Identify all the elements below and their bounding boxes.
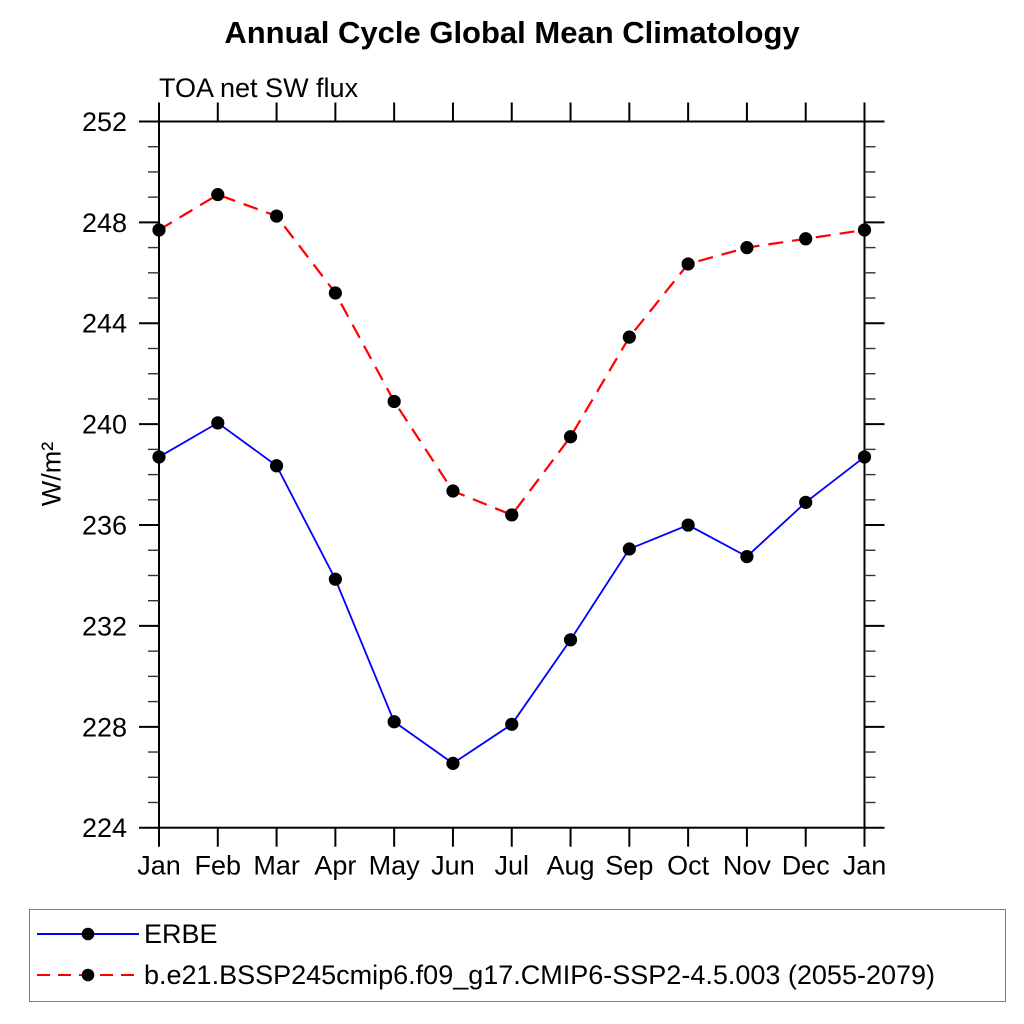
legend-label-model: b.e21.BSSP245cmip6.f09_g17.CMIP6-SSP2-4.…	[144, 959, 936, 990]
y-tick-label: 236	[82, 510, 127, 540]
series-line-0	[158, 421, 866, 765]
data-point-marker	[681, 518, 695, 532]
x-tick-label: Mar	[253, 851, 300, 881]
data-point-marker	[681, 257, 695, 271]
data-point-marker	[152, 450, 166, 464]
legend-sample-marker	[81, 968, 95, 982]
x-tick-label: Aug	[547, 851, 595, 881]
data-point-marker	[740, 549, 754, 564]
data-point-marker	[622, 330, 636, 344]
x-tick-label: Sep	[605, 851, 653, 881]
x-tick-label: Jul	[494, 851, 529, 881]
y-tick-label: 240	[82, 410, 127, 440]
data-point-marker	[211, 188, 225, 202]
data-point-marker	[328, 572, 342, 586]
y-tick-label: 248	[82, 208, 127, 238]
x-tick-label: Dec	[782, 851, 830, 881]
x-tick-label: Jan	[137, 851, 181, 881]
x-tick-label: Jan	[843, 851, 887, 881]
x-tick-label: Jun	[431, 851, 475, 881]
data-point-marker	[563, 430, 578, 444]
x-tick-label: May	[369, 851, 421, 881]
data-point-marker	[387, 715, 401, 729]
data-point-marker	[152, 223, 166, 237]
x-tick-label: Oct	[667, 851, 710, 881]
series-line-1	[158, 193, 865, 517]
data-point-marker	[328, 286, 342, 300]
legend-entry-model: b.e21.BSSP245cmip6.f09_g17.CMIP6-SSP2-4.…	[36, 957, 935, 993]
data-point-marker	[740, 241, 754, 255]
data-point-marker	[446, 756, 460, 770]
data-point-marker	[269, 209, 284, 223]
data-point-marker	[505, 717, 519, 731]
x-tick-label: Nov	[723, 851, 772, 881]
data-point-marker	[563, 633, 578, 647]
x-tick-label: Feb	[195, 851, 242, 881]
y-tick-label: 244	[82, 309, 127, 339]
x-tick-label: Apr	[314, 851, 356, 881]
y-tick-label: 228	[82, 712, 127, 742]
data-point-marker	[446, 484, 460, 498]
legend-entry-erbe: ERBE	[36, 916, 218, 952]
data-point-marker	[622, 542, 636, 556]
legend-line-sample-model	[37, 968, 139, 982]
data-point-marker	[857, 450, 872, 464]
chart-title: Annual Cycle Global Mean Climatology	[224, 15, 800, 50]
data-point-marker	[269, 459, 284, 473]
data-point-marker	[799, 495, 813, 509]
legend-box: ERBE b.e21.BSSP245cmip6.f09_g17.CMIP6-SS…	[29, 909, 1006, 1002]
data-point-marker	[505, 508, 519, 522]
legend-label-erbe: ERBE	[144, 918, 218, 949]
data-point-marker	[857, 223, 872, 237]
chart-subtitle: TOA net SW flux	[159, 73, 359, 103]
legend-line-sample-erbe	[37, 927, 139, 941]
y-tick-label: 252	[82, 107, 127, 137]
legend-sample-marker	[81, 927, 95, 941]
y-tick-label: 232	[82, 611, 127, 641]
data-point-marker	[387, 394, 401, 409]
data-point-marker	[799, 232, 813, 246]
data-point-marker	[211, 416, 225, 430]
y-tick-label: 224	[82, 813, 127, 843]
